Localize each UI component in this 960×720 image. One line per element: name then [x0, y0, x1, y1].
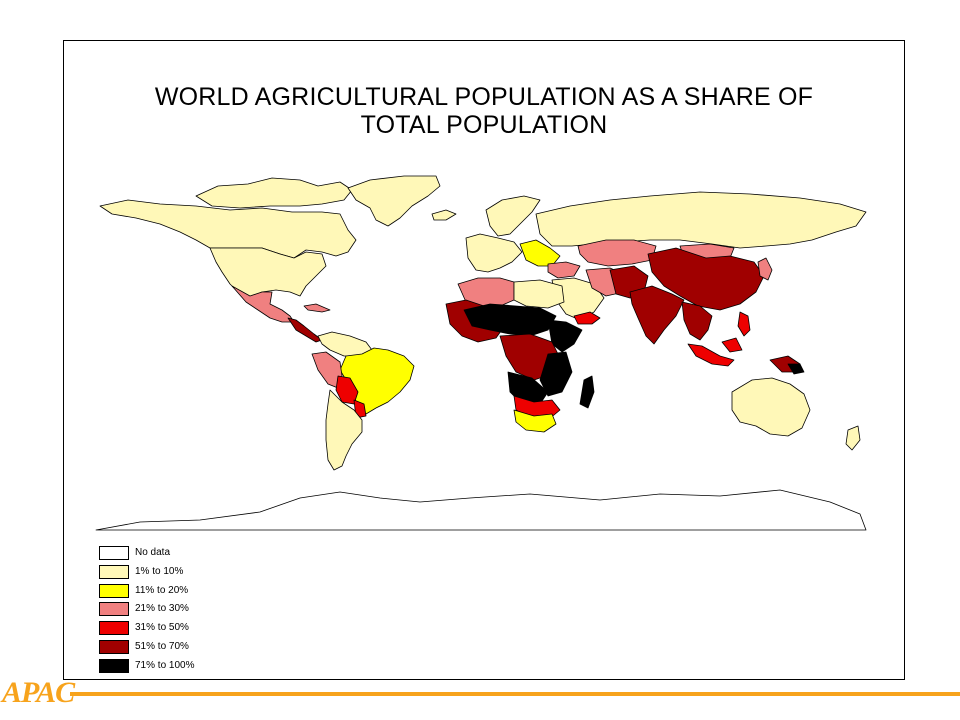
- legend-swatch: [99, 639, 129, 654]
- madagascar: [579, 375, 595, 409]
- middle-east: [551, 277, 605, 321]
- greenland: [347, 175, 441, 227]
- indonesia-west: [687, 343, 735, 367]
- png-east: [787, 363, 805, 375]
- australia: [731, 377, 811, 437]
- legend-swatch: [99, 564, 129, 579]
- united-states: [209, 247, 327, 299]
- eastern-europe: [519, 239, 561, 267]
- canada: [99, 199, 357, 259]
- scandinavia: [485, 195, 541, 237]
- map-title: WORLD AGRICULTURAL POPULATION AS A SHARE…: [64, 83, 904, 139]
- india: [629, 285, 685, 345]
- antarctica: [95, 489, 867, 531]
- central-america: [287, 317, 323, 343]
- africa: [445, 277, 595, 433]
- south-africa: [513, 409, 557, 433]
- sahel-belt: [463, 303, 557, 337]
- legend-label: 51% to 70%: [135, 640, 189, 652]
- turkey: [547, 261, 581, 279]
- legend-label: 11% to 20%: [135, 584, 189, 596]
- western-europe: [465, 233, 523, 273]
- arctic-islands: [195, 177, 353, 209]
- east-africa: [539, 351, 573, 397]
- china: [647, 247, 765, 311]
- apac-logo: APAC: [2, 676, 75, 709]
- legend-swatch: [99, 546, 129, 560]
- kazakhstan: [577, 239, 657, 267]
- north-america: [99, 175, 441, 343]
- map-title-line-2: TOTAL POPULATION: [360, 111, 608, 139]
- new-zealand: [845, 425, 861, 451]
- legend-label: 71% to 100%: [135, 659, 195, 671]
- legend-swatch: [99, 583, 129, 598]
- legend-label: 21% to 30%: [135, 603, 189, 615]
- bolivia: [335, 375, 359, 405]
- korea-japan: [757, 257, 773, 281]
- mexico: [231, 285, 295, 323]
- legend-label: 1% to 10%: [135, 565, 184, 577]
- philippines: [737, 311, 751, 337]
- legend-label: No data: [135, 547, 171, 558]
- libya-egypt: [513, 279, 565, 309]
- map-title-line-1: WORLD AGRICULTURAL POPULATION AS A SHARE…: [154, 83, 814, 111]
- borneo: [721, 337, 743, 353]
- brand-divider-line: [70, 692, 960, 696]
- europe: [431, 195, 581, 279]
- cuba: [303, 303, 331, 313]
- southeast-asia: [681, 301, 713, 341]
- map-frame: [63, 40, 905, 680]
- legend-label: 31% to 50%: [135, 622, 189, 634]
- russia: [535, 191, 867, 249]
- yemen: [573, 311, 601, 325]
- legend-swatch: [99, 658, 129, 673]
- oceania: [687, 337, 861, 451]
- argentina-chile: [325, 389, 363, 471]
- asia: [535, 191, 867, 345]
- south-america: [311, 331, 415, 471]
- legend-swatch: [99, 621, 129, 636]
- iceland: [431, 209, 457, 221]
- legend-swatch: [99, 602, 129, 617]
